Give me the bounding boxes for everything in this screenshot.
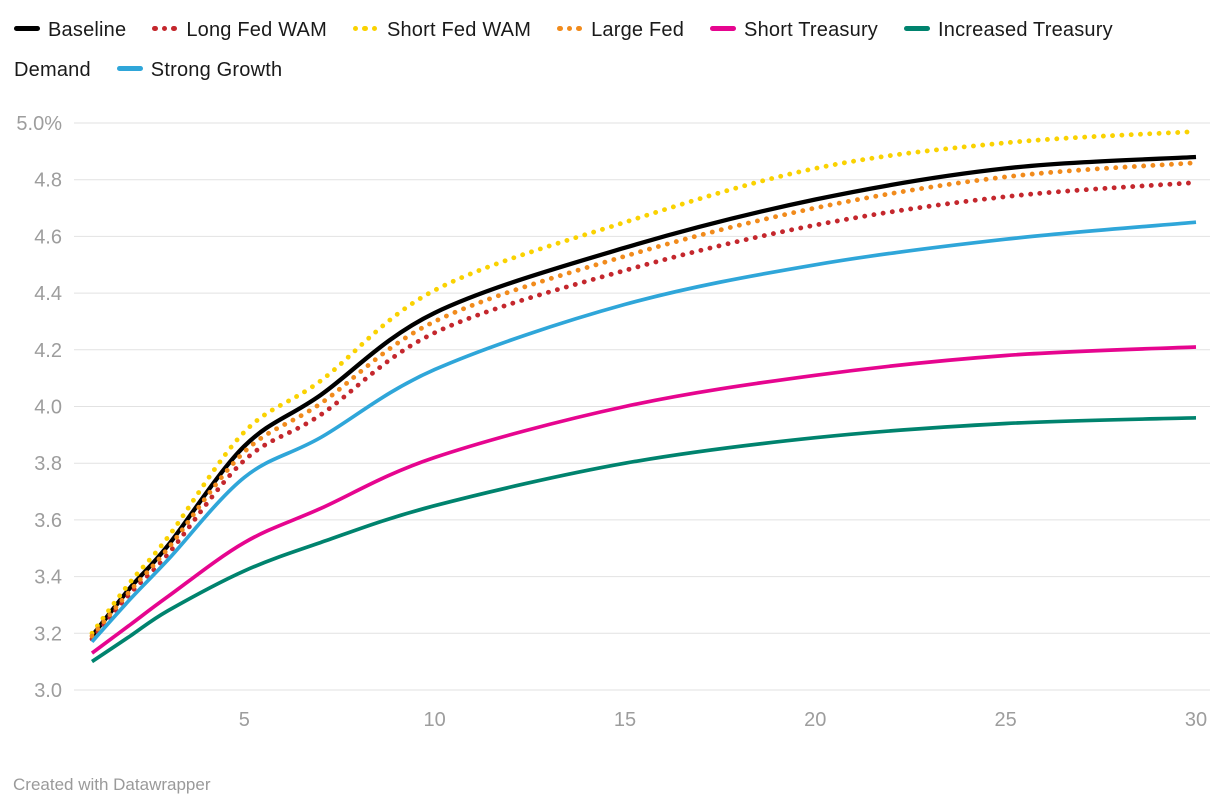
legend-label: Large Fed xyxy=(591,19,685,41)
line-chart: 5.0% 4.8 4.6 4.4 4.2 4.0 3.8 3.6 3.4 3.2 3.0 5 10 15 2… xyxy=(16,113,1210,731)
y-tick-label: 4.0 xyxy=(34,397,62,419)
solid-line-swatch-icon xyxy=(710,26,737,32)
legend-item-long-fed-wam: Long Fed WAM xyxy=(152,19,327,41)
legend-item-increased-treasury-demand: Increased Treasury Demand xyxy=(14,19,1113,81)
series-line-baseline xyxy=(90,154,1197,638)
attribution-link[interactable]: Created with Datawrapper xyxy=(13,775,211,794)
y-tick-label: 3.0 xyxy=(34,680,62,702)
legend-item-strong-growth: Strong Growth xyxy=(116,59,283,81)
y-tick-label: 4.2 xyxy=(34,340,62,362)
x-tick-label: 10 xyxy=(423,709,445,731)
dotted-line-swatch-icon xyxy=(352,25,379,32)
legend-label: Baseline xyxy=(48,19,127,41)
solid-line-swatch-icon xyxy=(116,66,143,72)
legend-label: Short Treasury xyxy=(744,19,879,41)
legend-label: Strong Growth xyxy=(150,59,283,81)
x-tick-label: 5 xyxy=(239,709,250,731)
legend: Baseline Long Fed WAM Short Fed WAM Large F… xyxy=(14,10,1114,90)
series-line-long-fed-wam xyxy=(89,180,1199,642)
legend-item-short-fed-wam: Short Fed WAM xyxy=(352,19,532,41)
y-tick-label: 3.6 xyxy=(34,510,62,532)
series-line-short-treasury xyxy=(90,345,1197,655)
x-tick-label: 30 xyxy=(1185,709,1207,731)
legend-item-baseline: Baseline xyxy=(14,19,126,41)
legend-item-large-fed: Large Fed xyxy=(557,19,684,41)
y-tick-label: 3.2 xyxy=(34,623,62,645)
x-tick-label: 15 xyxy=(614,709,636,731)
series-line-large-fed xyxy=(89,160,1199,639)
series-line-increased-treasury-demand xyxy=(90,415,1197,664)
y-tick-label: 5.0% xyxy=(16,113,62,135)
series-line-short-fed-wam xyxy=(89,129,1199,636)
y-tick-label: 4.8 xyxy=(34,170,62,192)
solid-line-swatch-icon xyxy=(904,26,931,32)
legend-label: Long Fed WAM xyxy=(186,19,327,41)
y-tick-label: 3.4 xyxy=(34,567,62,589)
y-tick-label: 4.4 xyxy=(34,283,62,305)
solid-line-swatch-icon xyxy=(14,26,40,32)
legend-label: Short Fed WAM xyxy=(386,19,532,41)
series-line-strong-growth xyxy=(90,220,1197,644)
x-tick-label: 25 xyxy=(995,709,1017,731)
dotted-line-swatch-icon xyxy=(557,25,583,32)
y-tick-label: 3.8 xyxy=(34,453,62,475)
y-tick-label: 4.6 xyxy=(34,226,62,248)
dotted-line-swatch-icon xyxy=(152,25,178,32)
legend-item-short-treasury: Short Treasury xyxy=(710,19,878,41)
x-tick-label: 20 xyxy=(804,709,826,731)
legend-label: Increased Treasury Demand xyxy=(14,19,1113,81)
